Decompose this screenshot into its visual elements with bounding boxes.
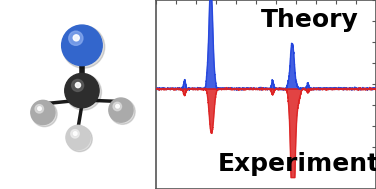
Circle shape xyxy=(67,126,92,152)
Text: Theory: Theory xyxy=(261,8,359,32)
Text: Experiment: Experiment xyxy=(218,152,376,176)
Circle shape xyxy=(73,35,79,41)
Circle shape xyxy=(109,98,133,122)
Circle shape xyxy=(65,74,102,110)
Circle shape xyxy=(110,99,135,124)
Circle shape xyxy=(116,104,119,108)
Circle shape xyxy=(62,26,105,68)
Circle shape xyxy=(32,101,57,127)
Circle shape xyxy=(113,102,121,111)
Circle shape xyxy=(35,105,44,113)
Circle shape xyxy=(65,74,99,108)
Circle shape xyxy=(71,129,79,138)
Circle shape xyxy=(62,25,102,66)
Circle shape xyxy=(66,125,90,149)
Circle shape xyxy=(71,79,83,91)
Circle shape xyxy=(31,100,55,125)
Circle shape xyxy=(69,31,83,45)
Circle shape xyxy=(73,132,77,135)
Circle shape xyxy=(38,107,41,110)
Circle shape xyxy=(76,83,80,88)
